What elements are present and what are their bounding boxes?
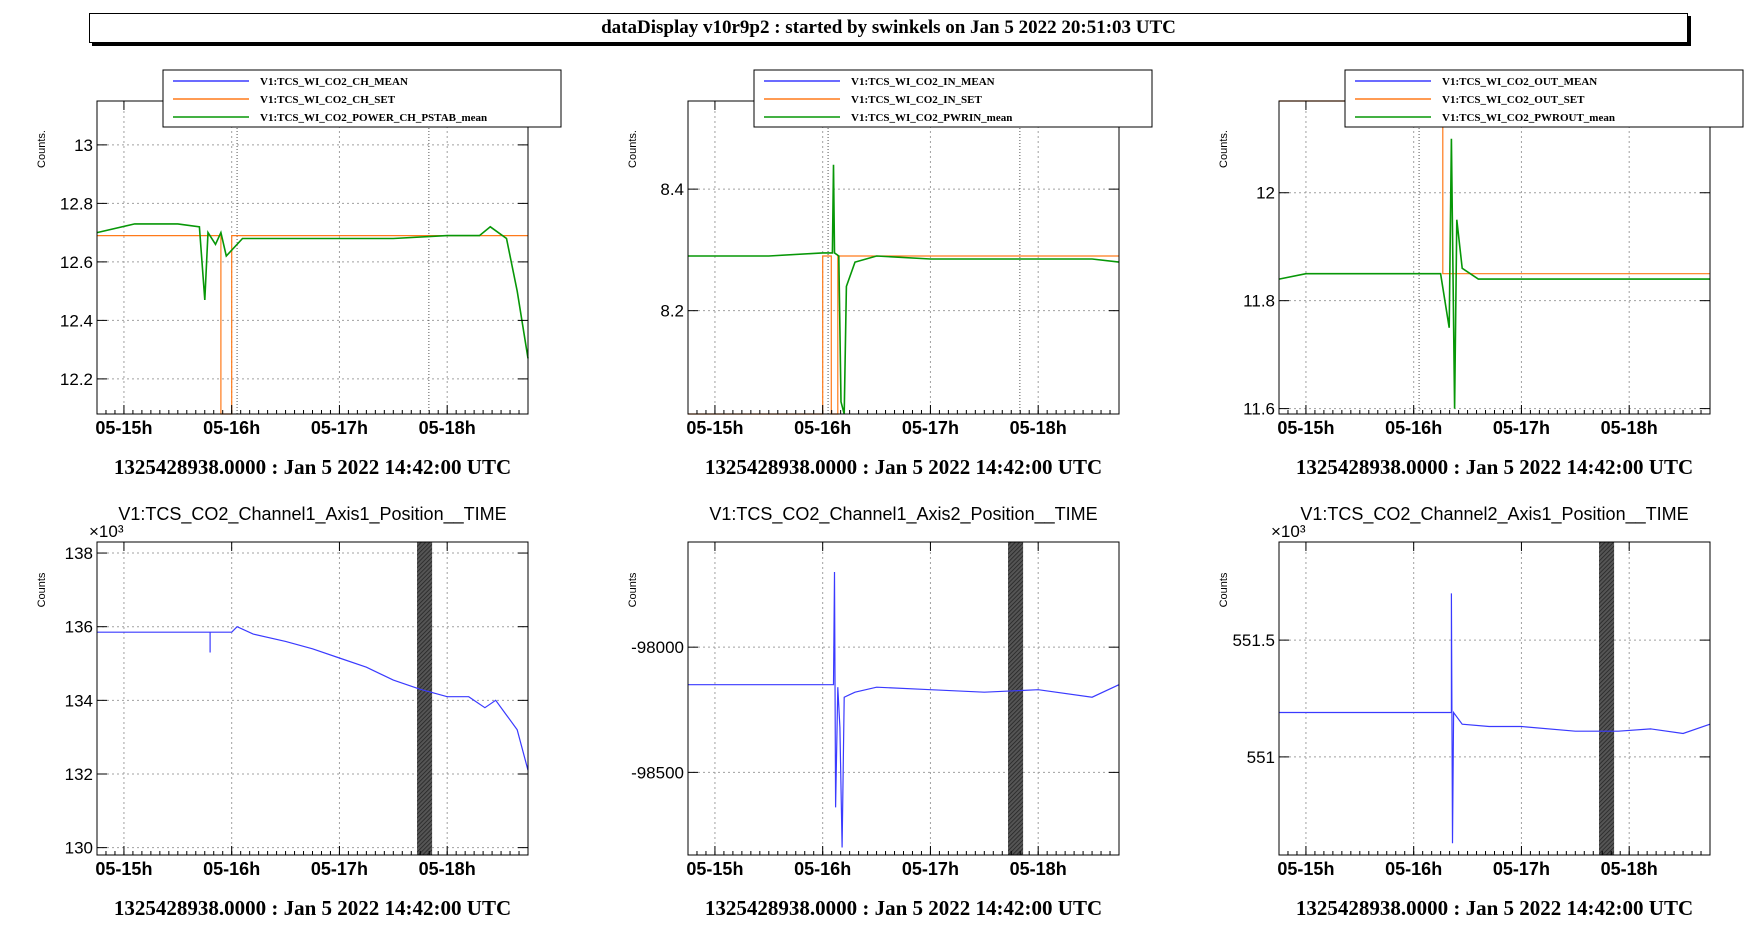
time-caption: 1325428938.0000 : Jan 5 2022 14:42:00 UT… [114, 896, 511, 920]
y-axis-label: Counts [627, 572, 639, 607]
y-tick-label: 551 [1247, 748, 1275, 767]
y-tick-label: 12.4 [60, 311, 93, 330]
x-tick-label: 05-16h [203, 859, 260, 879]
legend-entry: V1:TCS_WI_CO2_IN_SET [851, 94, 982, 106]
time-caption: 1325428938.0000 : Jan 5 2022 14:42:00 UT… [705, 455, 1102, 479]
x-tick-label: 05-17h [1493, 418, 1550, 438]
x-tick-label: 05-18h [419, 418, 476, 438]
legend-entry: V1:TCS_WI_CO2_CH_MEAN [260, 76, 408, 88]
y-tick-label: 13 [74, 136, 93, 155]
y-tick-label: 138 [65, 544, 93, 563]
shaded-region [1599, 542, 1614, 855]
legend-entry: V1:TCS_WI_CO2_OUT_SET [1442, 94, 1585, 106]
legend: V1:TCS_WI_CO2_CH_MEAN V1:TCS_WI_CO2_CH_SE… [163, 70, 561, 127]
x-tick-label: 05-16h [794, 418, 851, 438]
x-tick-label: 05-15h [95, 859, 152, 879]
x-tick-label: 05-18h [419, 859, 476, 879]
plot-panel-2: 05-15h 05-16h 05-17h 05-18h 8.2 8.4 Counts. 132… [627, 70, 1152, 479]
y-tick-label: 134 [65, 691, 93, 710]
x-tick-label: 05-15h [686, 859, 743, 879]
x-tick-label: 05-16h [203, 418, 260, 438]
plot-area [1279, 542, 1710, 855]
y-axis-label: Counts [36, 572, 48, 607]
x-tick-label: 05-18h [1601, 859, 1658, 879]
plot-panel-6: 05-15h 05-16h 05-17h 05-18h 551 551.5 Counts ×1… [1218, 504, 1710, 920]
y-axis-label: Counts. [627, 130, 639, 168]
y-tick-label: -98000 [631, 638, 684, 657]
y-axis-label: Counts. [1218, 130, 1230, 168]
x-tick-label: 05-16h [1385, 859, 1442, 879]
legend: V1:TCS_WI_CO2_OUT_MEAN V1:TCS_WI_CO2_OUT_… [1345, 70, 1743, 127]
x-tick-label: 05-18h [1601, 418, 1658, 438]
plot-panel-5: 05-15h 05-16h 05-17h 05-18h -98500 -98000 Coun… [627, 504, 1119, 920]
x-tick-label: 05-18h [1010, 859, 1067, 879]
y-tick-label: 12.8 [60, 194, 93, 213]
plot-area [688, 542, 1119, 855]
y-axis-label: Counts. [36, 130, 48, 168]
y-tick-label: 11.8 [1243, 292, 1275, 311]
legend-entry: V1:TCS_WI_CO2_CH_SET [260, 94, 396, 106]
time-caption: 1325428938.0000 : Jan 5 2022 14:42:00 UT… [114, 455, 511, 479]
x-tick-label: 05-16h [1385, 418, 1442, 438]
shaded-region [1008, 542, 1023, 855]
y-tick-label: 551.5 [1232, 631, 1275, 650]
legend: V1:TCS_WI_CO2_IN_MEAN V1:TCS_WI_CO2_IN_SE… [754, 70, 1152, 127]
y-multiplier: ×10³ [1271, 522, 1306, 541]
legend-entry: V1:TCS_WI_CO2_POWER_CH_PSTAB_mean [260, 112, 487, 124]
x-tick-label: 05-17h [902, 859, 959, 879]
x-tick-label: 05-17h [311, 859, 368, 879]
x-tick-label: 05-17h [1493, 859, 1550, 879]
time-caption: 1325428938.0000 : Jan 5 2022 14:42:00 UT… [1296, 896, 1693, 920]
y-tick-label: 11.6 [1243, 400, 1275, 419]
y-multiplier: ×10³ [89, 522, 124, 541]
x-tick-label: 05-15h [1277, 418, 1334, 438]
y-tick-label: 12.6 [60, 253, 93, 272]
y-tick-label: 12.2 [60, 370, 93, 389]
y-axis-label: Counts [1218, 572, 1230, 607]
chart-title: V1:TCS_CO2_Channel2_Axis1_Position__TIME [1300, 504, 1688, 525]
plot-panel-4: 05-15h 05-16h 05-17h 05-18h 130 132 134 136 138 C… [36, 504, 528, 920]
y-tick-label: 136 [65, 618, 93, 637]
plot-area [97, 542, 528, 855]
plot-panel-3: 05-15h 05-16h 05-17h 05-18h 11.6 11.8 12 Counts… [1218, 70, 1743, 479]
x-tick-label: 05-15h [1277, 859, 1334, 879]
x-tick-label: 05-17h [311, 418, 368, 438]
y-tick-label: 8.2 [660, 302, 684, 321]
y-tick-label: 130 [65, 839, 93, 858]
x-tick-label: 05-18h [1010, 418, 1067, 438]
y-tick-label: 132 [65, 765, 93, 784]
y-tick-label: 12 [1256, 184, 1275, 203]
time-caption: 1325428938.0000 : Jan 5 2022 14:42:00 UT… [705, 896, 1102, 920]
x-tick-label: 05-16h [794, 859, 851, 879]
x-tick-label: 05-17h [902, 418, 959, 438]
legend-entry: V1:TCS_WI_CO2_IN_MEAN [851, 76, 995, 88]
x-tick-label: 05-15h [95, 418, 152, 438]
legend-entry: V1:TCS_WI_CO2_OUT_MEAN [1442, 76, 1597, 88]
plot-panel-1: 05-15h 05-16h 05-17h 05-18h 12.2 12.4 12.6 12.8… [36, 70, 561, 479]
shaded-region [417, 542, 432, 855]
y-tick-label: 8.4 [660, 180, 684, 199]
chart-title: V1:TCS_CO2_Channel1_Axis2_Position__TIME [709, 504, 1097, 525]
y-tick-label: -98500 [631, 763, 684, 782]
legend-entry: V1:TCS_WI_CO2_PWRIN_mean [851, 112, 1012, 124]
plot-area [1279, 101, 1710, 414]
plot-area [97, 101, 528, 414]
time-caption: 1325428938.0000 : Jan 5 2022 14:42:00 UT… [1296, 455, 1693, 479]
legend-entry: V1:TCS_WI_CO2_PWROUT_mean [1442, 112, 1615, 124]
chart-title: V1:TCS_CO2_Channel1_Axis1_Position__TIME [118, 504, 506, 525]
x-tick-label: 05-15h [686, 418, 743, 438]
